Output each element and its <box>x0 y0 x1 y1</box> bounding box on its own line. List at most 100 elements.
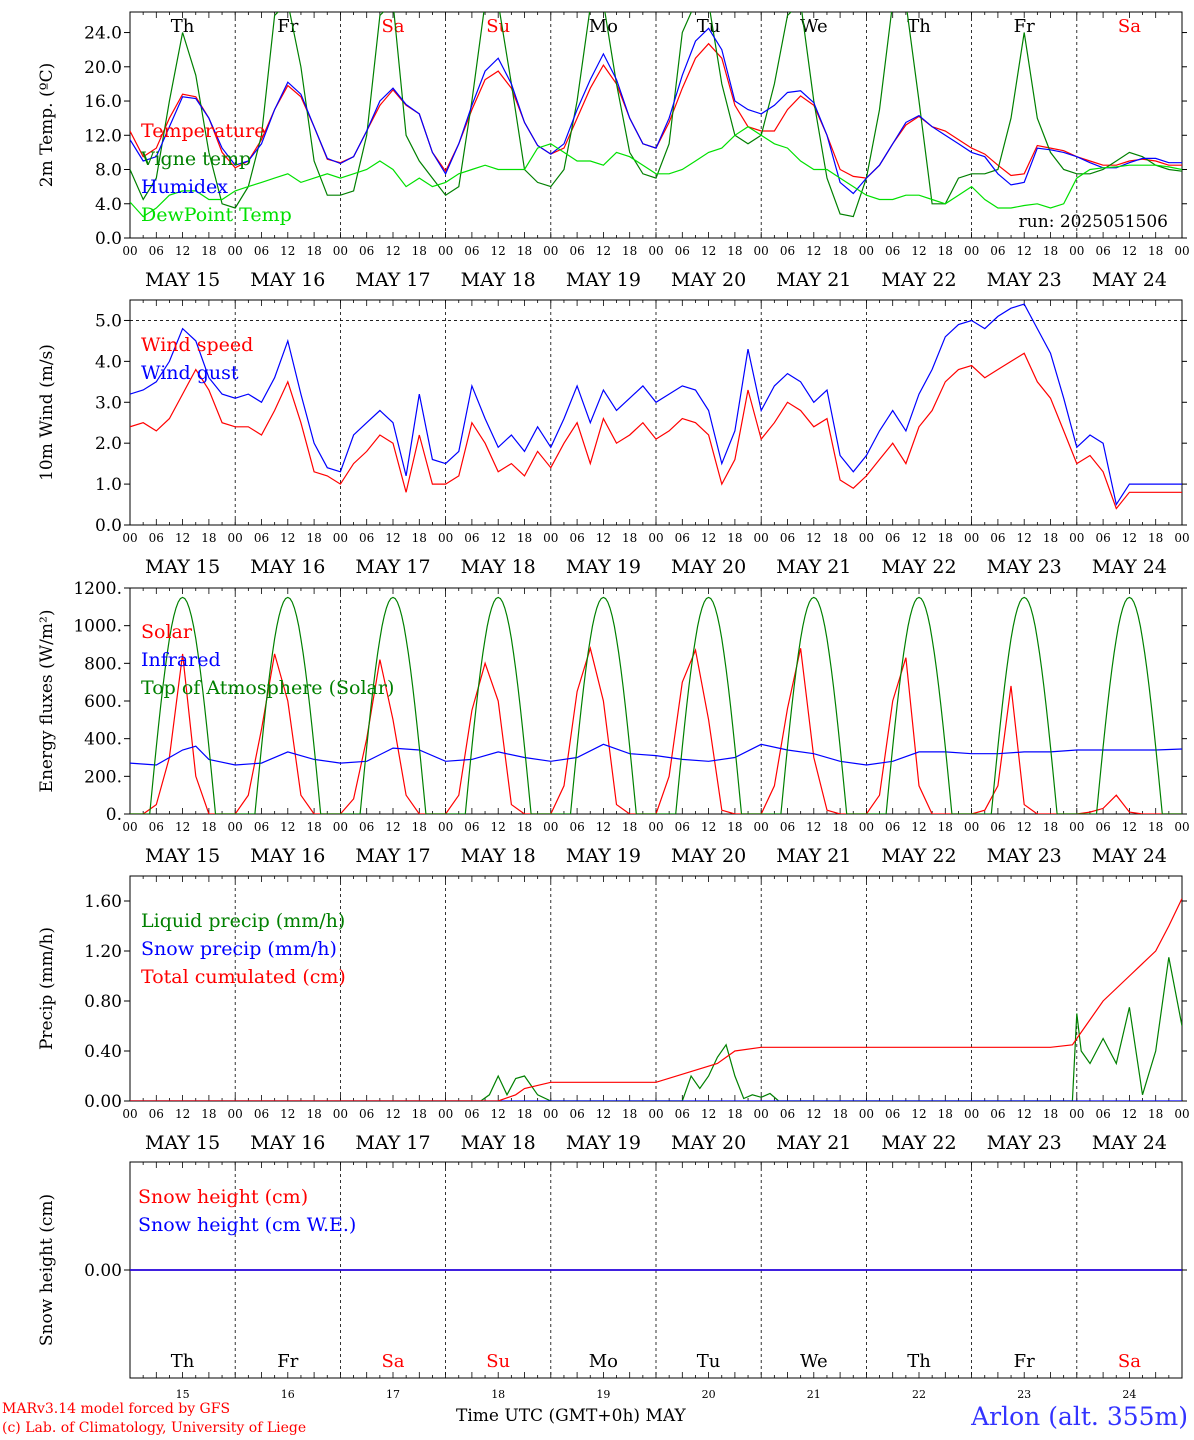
y-tick-label: 1.20 <box>84 942 122 962</box>
y-axis-title: 2m Temp. (ºC) <box>37 63 57 188</box>
hour-label: 06 <box>569 244 584 258</box>
legend-entry: Snow height (cm) <box>138 1186 308 1208</box>
hour-label: 06 <box>569 820 584 834</box>
y-tick-label: 4.0 <box>95 195 122 215</box>
hour-label: 18 <box>201 820 216 834</box>
weekday-label: Sa <box>381 1351 404 1372</box>
hour-label: 18 <box>412 1107 427 1121</box>
y-tick-label: 5.0 <box>95 311 122 331</box>
date-label: MAY 15 <box>145 269 220 291</box>
date-label: MAY 22 <box>881 845 956 867</box>
hour-label: 00 <box>438 531 453 545</box>
hour-label: 12 <box>1122 244 1137 258</box>
hour-label: 12 <box>596 820 611 834</box>
hour-label: 06 <box>149 820 164 834</box>
hour-label: 00 <box>754 531 769 545</box>
day-number-label: 17 <box>386 1388 400 1400</box>
hour-label: 06 <box>885 1107 900 1121</box>
run-label: run: 2025051506 <box>1019 212 1168 232</box>
panel-temperature: run: 2025051506 <box>1019 212 1168 232</box>
month-label: MAY <box>645 1406 686 1426</box>
hour-label: 18 <box>412 244 427 258</box>
hour-label: 06 <box>149 244 164 258</box>
hour-label: 00 <box>228 1107 243 1121</box>
y-tick-label: 600. <box>84 692 122 712</box>
date-label: MAY 21 <box>776 1132 851 1154</box>
hour-label: 00 <box>1174 244 1189 258</box>
y-axis-title: Energy fluxes (W/m²) <box>37 610 57 793</box>
weekday-label: Mo <box>589 16 618 37</box>
date-label: MAY 24 <box>1092 845 1167 867</box>
hour-label: 18 <box>832 820 847 834</box>
hour-label: 12 <box>491 820 506 834</box>
hour-label: 12 <box>280 820 295 834</box>
weekday-label: Fr <box>1014 1351 1035 1372</box>
y-tick-label: 4.0 <box>95 352 122 372</box>
weekday-label: Th <box>907 16 931 37</box>
hour-label: 18 <box>517 531 532 545</box>
hour-label: 12 <box>1122 820 1137 834</box>
date-label: MAY 24 <box>1092 1132 1167 1154</box>
hour-label: 12 <box>911 531 926 545</box>
legend-entry: Snow precip (mm/h) <box>141 938 337 960</box>
weekday-label: Mo <box>589 1351 618 1372</box>
hour-label: 18 <box>1043 1107 1058 1121</box>
hour-label: 12 <box>911 1107 926 1121</box>
date-label: MAY 23 <box>987 556 1062 578</box>
hour-label: 00 <box>754 244 769 258</box>
hour-label: 18 <box>517 1107 532 1121</box>
hour-label: 18 <box>1148 1107 1163 1121</box>
y-tick-label: 1200. <box>73 579 122 599</box>
date-label: MAY 22 <box>881 269 956 291</box>
date-label: MAY 24 <box>1092 556 1167 578</box>
date-label: MAY 18 <box>461 1132 536 1154</box>
hour-label: 12 <box>911 244 926 258</box>
hour-label: 18 <box>306 1107 321 1121</box>
date-label: MAY 23 <box>987 1132 1062 1154</box>
weekday-label: Th <box>171 16 195 37</box>
day-number-label: 19 <box>596 1388 610 1400</box>
legend-entry: Snow height (cm W.E.) <box>138 1214 356 1236</box>
hour-label: 18 <box>1148 244 1163 258</box>
hour-label: 00 <box>543 244 558 258</box>
hour-label: 06 <box>990 820 1005 834</box>
hour-label: 12 <box>1122 531 1137 545</box>
hour-label: 18 <box>727 820 742 834</box>
date-label: MAY 17 <box>355 1132 430 1154</box>
date-label: MAY 20 <box>671 269 746 291</box>
hour-label: 18 <box>727 1107 742 1121</box>
hour-label: 18 <box>938 531 953 545</box>
hour-label: 06 <box>359 531 374 545</box>
legend-entry: Infrared <box>141 649 221 671</box>
hour-label: 12 <box>280 1107 295 1121</box>
y-tick-label: 16.0 <box>84 92 122 112</box>
legend-entry: Temperature <box>141 120 265 142</box>
weekday-label: We <box>800 1351 828 1372</box>
hour-label: 00 <box>333 531 348 545</box>
y-tick-label: 12.0 <box>84 126 122 146</box>
hour-label: 00 <box>438 244 453 258</box>
day-number-label: 16 <box>281 1388 295 1400</box>
hour-label: 00 <box>333 244 348 258</box>
weekday-label: Tu <box>697 1351 721 1372</box>
series-vigne-temp-line <box>130 12 1182 218</box>
hour-label: 18 <box>727 244 742 258</box>
legend-entry: DewPoint Temp <box>141 204 292 226</box>
day-number-label: 21 <box>807 1388 821 1400</box>
y-tick-label: 1.0 <box>95 475 122 495</box>
hour-label: 18 <box>832 1107 847 1121</box>
hour-label: 00 <box>1174 1107 1189 1121</box>
hour-label: 12 <box>175 531 190 545</box>
series-infrared-line <box>130 743 1182 766</box>
hour-label: 00 <box>648 820 663 834</box>
hour-label: 18 <box>622 820 637 834</box>
weekday-label: Th <box>171 1351 195 1372</box>
hour-label: 12 <box>806 820 821 834</box>
date-label: MAY 19 <box>566 269 641 291</box>
y-tick-label: 2.0 <box>95 434 122 454</box>
hour-label: 06 <box>464 531 479 545</box>
weekday-label: Sa <box>1118 16 1141 37</box>
hour-label: 00 <box>1069 820 1084 834</box>
y-tick-label: 0.40 <box>84 1042 122 1062</box>
date-label: MAY 21 <box>776 845 851 867</box>
